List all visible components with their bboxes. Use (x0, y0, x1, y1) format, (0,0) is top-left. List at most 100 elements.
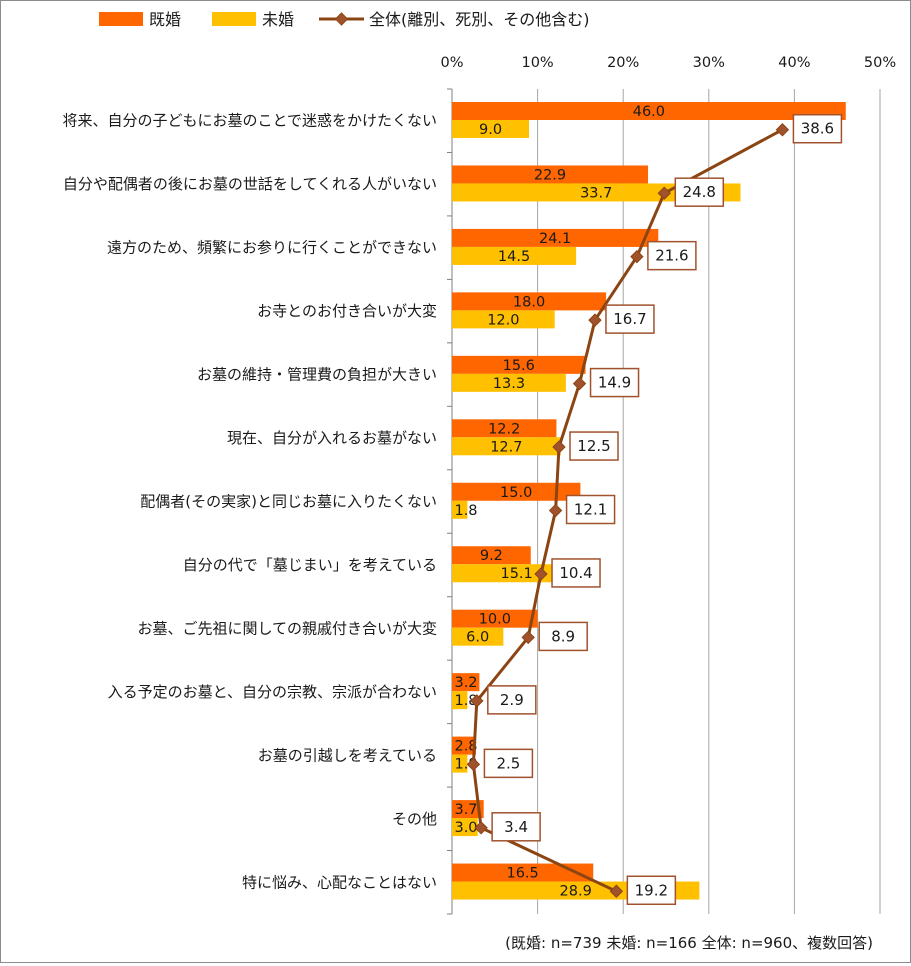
x-tick-label: 10% (521, 55, 553, 71)
bar-married (452, 736, 476, 755)
bar-single (452, 818, 478, 837)
total-label-box (491, 812, 541, 842)
bar-married (452, 800, 484, 819)
bar-married (452, 419, 557, 438)
bar-label-married: 15.0 (500, 485, 532, 501)
x-tick-label: 40% (778, 55, 810, 71)
total-marker (630, 249, 644, 264)
bar-label-single: 12.0 (487, 312, 519, 328)
bar-label-single: 6.0 (466, 630, 489, 646)
bar-married (452, 609, 538, 628)
legend-label-married: 既婚 (149, 10, 181, 29)
category-label: 入る予定のお墓と、自分の宗教、宗派が合わない (108, 683, 437, 701)
bar-married (452, 673, 480, 692)
category-label: 現在、自分が入れるお墓がない (227, 429, 437, 447)
category-label: 遠方のため、頻繁にお参りに行くことができない (107, 239, 437, 257)
bar-married (452, 355, 586, 374)
legend-label-total: 全体(離別、死別、その他含む) (369, 10, 590, 29)
legend-swatch-single (212, 12, 256, 26)
bar-label-married: 18.0 (513, 294, 545, 310)
bars (452, 102, 846, 900)
bar-label-single: 3.0 (454, 820, 477, 836)
bar-label-single: 9.0 (479, 122, 502, 138)
bar-single (452, 564, 582, 583)
bar-label-married: 24.1 (539, 231, 571, 247)
bar-married (452, 546, 531, 565)
line-value-labels: 38.6 24.8 21.6 16.7 14.9 12.5 12.1 10.4 8.9 2.9 2.… (483, 113, 843, 906)
bar-single (452, 500, 468, 519)
legend-marker-total (334, 12, 349, 26)
bar-single (452, 120, 530, 138)
total-marker (588, 313, 602, 327)
footnote: (既婚: n=739 未婚: n=166 全体: n=960、複数回答) (505, 934, 873, 952)
category-label: お墓の維持・管理費の負担が大きい (197, 366, 437, 384)
category-label: 将来、自分の子どもにお墓のことで迷惑をかけたくない (62, 112, 437, 130)
bar-value-labels: 46.0 9.0 22.9 33.7 24.1 14.5 18.0 12.0 15.6 13.3 1… (454, 104, 665, 900)
total-label-box (487, 685, 537, 715)
bar-married (452, 228, 659, 247)
bar-label-married: 10.0 (479, 612, 511, 628)
bar-single (452, 437, 561, 456)
total-label-box (674, 177, 725, 207)
x-axis-ticks: 0% 10% 20% 30% 40% 50% (440, 55, 896, 71)
total-label-box (483, 748, 534, 779)
total-marker (657, 186, 671, 200)
bar-single (452, 310, 555, 329)
category-labels: 将来、自分の子どもにお墓のことで迷惑をかけたくない自分や配偶者の後にお墓の世話を… (62, 112, 437, 892)
bar-married (452, 863, 594, 882)
total-label: 14.9 (598, 374, 631, 392)
bar-single (452, 754, 468, 773)
bar-label-married: 9.2 (480, 548, 503, 564)
category-label: お墓、ご先祖に関しての親戚付き合いが大変 (137, 619, 437, 637)
total-label: 38.6 (801, 120, 834, 138)
category-label: 自分や配偶者の後にお墓の世話をしてくれる人がいない (63, 175, 437, 193)
total-label: 24.8 (683, 183, 716, 201)
bar-single (452, 373, 566, 392)
total-label-box (792, 113, 843, 144)
total-label: 8.9 (551, 627, 575, 645)
category-label: お墓の引越しを考えている (258, 746, 437, 764)
category-label: その他 (392, 810, 437, 828)
bar-label-single: 14.5 (498, 249, 530, 265)
bar-label-married: 3.7 (454, 802, 477, 818)
bar-single (452, 183, 741, 202)
bar-single (452, 246, 577, 265)
total-label-box (565, 494, 616, 525)
bar-label-single: 1.8 (454, 693, 477, 709)
total-line (466, 123, 790, 898)
total-label-box (626, 875, 677, 906)
bar-single (452, 691, 468, 710)
total-label: 3.4 (504, 818, 528, 836)
bar-label-married: 2.8 (454, 739, 477, 755)
total-marker (534, 567, 548, 581)
bar-married (452, 102, 846, 120)
legend-swatch-married (99, 12, 143, 26)
category-label: 自分の代で「墓じまい」を考えている (183, 556, 437, 574)
bar-label-married: 15.6 (503, 358, 535, 374)
bar-label-single: 1.8 (454, 503, 477, 519)
total-label: 21.6 (655, 247, 688, 265)
bar-single (452, 627, 504, 646)
total-label-box (647, 240, 697, 271)
bar-label-single: 15.1 (500, 566, 532, 582)
total-label: 2.5 (496, 754, 520, 772)
bar-label-married: 16.5 (506, 866, 538, 882)
total-marker (466, 757, 481, 772)
gridlines (447, 88, 881, 915)
category-label: 特に悩み、心配なことはない (242, 873, 437, 891)
bar-married (452, 482, 581, 501)
bar-label-single: 12.7 (490, 439, 522, 455)
total-label: 12.5 (577, 437, 610, 455)
bar-label-single: 28.9 (560, 884, 592, 900)
total-label-box (589, 367, 640, 398)
bar-label-single: 33.7 (580, 185, 612, 201)
total-label: 12.1 (574, 501, 607, 519)
total-label-box (551, 558, 601, 588)
bar-label-married: 3.2 (454, 675, 477, 691)
bar-label-married: 46.0 (633, 104, 665, 120)
bar-label-married: 22.9 (534, 167, 566, 183)
category-label: 配偶者(その実家)と同じお墓に入りたくない (140, 493, 437, 511)
x-tick-label: 50% (864, 55, 896, 71)
